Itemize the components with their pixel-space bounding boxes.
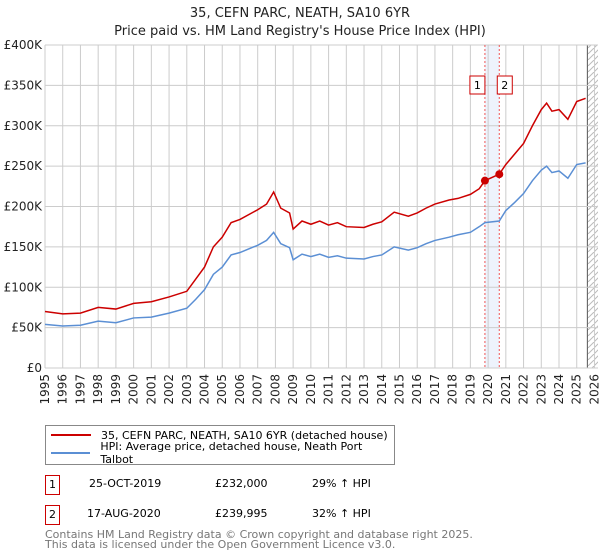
marker-label-box <box>469 75 486 95</box>
x-tick-label: 2026 <box>587 374 600 405</box>
footer: Contains HM Land Registry data © Crown c… <box>45 528 473 551</box>
x-tick-label: 2012 <box>339 374 353 405</box>
x-tick-label: 2001 <box>144 374 158 405</box>
x-tick-label: 1998 <box>91 374 105 405</box>
x-tick-label: 2007 <box>251 374 265 405</box>
y-tick-label: £250K <box>4 159 44 173</box>
property-line <box>44 97 586 315</box>
legend-swatch-property <box>51 434 91 436</box>
x-tick-label: 2006 <box>233 374 247 405</box>
x-tick-label: 2022 <box>517 374 531 405</box>
transaction-date: 17-AUG-2020 <box>87 507 161 520</box>
legend-hpi: HPI: Average price, detached house, Neat… <box>100 440 363 466</box>
sale-point <box>480 176 489 185</box>
x-tick-label: 2011 <box>322 374 336 405</box>
x-tick-label: 2017 <box>428 374 442 405</box>
y-tick-label: £100K <box>4 280 44 294</box>
x-tick-label: 1996 <box>56 374 70 405</box>
y-tick-label: £200K <box>4 200 44 214</box>
x-tick-label: 2000 <box>127 374 141 405</box>
transaction-price: £232,000 <box>215 477 268 490</box>
chart-title: 35, CEFN PARC, NEATH, SA10 6YR <box>190 6 410 21</box>
x-tick-label: 2015 <box>392 374 406 405</box>
legend-property: 35, CEFN PARC, NEATH, SA10 6YR (detached… <box>101 428 388 442</box>
x-tick-label: 1995 <box>38 374 52 405</box>
x-tick-label: 2002 <box>162 374 176 405</box>
transaction-row: 2 17-AUG-2020 £239,995 32% ↑ HPI <box>45 505 545 527</box>
footer-copyright: Contains HM Land Registry data © Crown c… <box>45 528 473 541</box>
x-tick-label: 2014 <box>375 374 389 405</box>
marker-label: 1 <box>474 79 481 92</box>
legend: 35, CEFN PARC, NEATH, SA10 6YR (detached… <box>45 425 395 466</box>
y-tick-label: £50K <box>11 321 43 335</box>
transaction-row: 1 25-OCT-2019 £232,000 29% ↑ HPI <box>45 475 545 497</box>
sale-point <box>495 170 504 179</box>
x-tick-label: 2025 <box>570 374 584 405</box>
x-tick-label: 2023 <box>534 374 548 405</box>
marker-label-box <box>496 75 513 95</box>
y-tick-label: £400K <box>4 38 44 52</box>
x-tick-label: 2004 <box>198 374 212 405</box>
x-tick-label: 1999 <box>109 374 123 405</box>
transaction-date: 25-OCT-2019 <box>89 477 162 490</box>
x-tick-label: 1997 <box>73 374 87 405</box>
x-tick-label: 2020 <box>481 374 495 405</box>
x-tick-label: 2003 <box>180 374 194 405</box>
x-tick-label: 2009 <box>286 374 300 405</box>
y-tick-label: £300K <box>4 119 44 133</box>
legend-swatch-hpi <box>51 452 91 454</box>
x-tick-label: 2016 <box>410 374 424 405</box>
x-tick-label: 2018 <box>446 374 460 405</box>
footer-licence: This data is licensed under the Open Gov… <box>45 538 396 551</box>
marker-badge: 1 <box>45 475 60 495</box>
chart-subtitle: Price paid vs. HM Land Registry's House … <box>114 24 486 39</box>
y-tick-label: £150K <box>4 240 44 254</box>
x-tick-label: 2019 <box>463 374 477 405</box>
x-tick-label: 2024 <box>552 374 566 405</box>
price-chart: 35, CEFN PARC, NEATH, SA10 6YR Price pai… <box>4 6 600 405</box>
x-tick-label: 2008 <box>268 374 282 405</box>
transaction-hpi: 32% ↑ HPI <box>312 507 371 520</box>
marker-label: 2 <box>501 79 508 92</box>
x-tick-label: 2021 <box>499 374 513 405</box>
x-tick-label: 2013 <box>357 374 371 405</box>
y-tick-label: £350K <box>4 78 44 92</box>
transaction-price: £239,995 <box>215 507 268 520</box>
x-tick-label: 2005 <box>215 374 229 405</box>
marker-badge: 2 <box>45 505 60 525</box>
x-tick-label: 2010 <box>304 374 318 405</box>
y-tick-label: £0 <box>27 361 42 375</box>
transaction-hpi: 29% ↑ HPI <box>312 477 371 490</box>
hpi-line <box>44 162 586 327</box>
